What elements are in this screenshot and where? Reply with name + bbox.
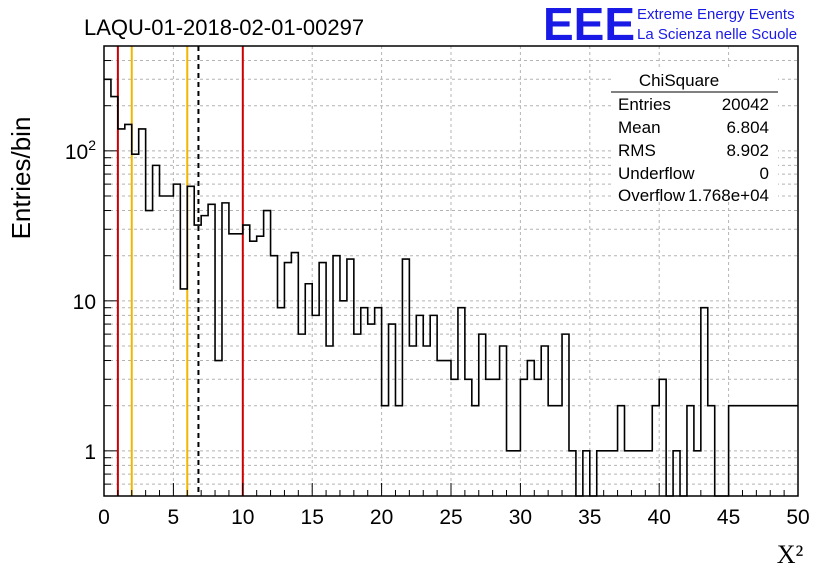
y-axis-title: Entries/bin — [6, 117, 36, 240]
stats-value-entries: 20042 — [722, 95, 769, 114]
x-tick-label: 50 — [786, 506, 809, 529]
histogram-line — [104, 78, 798, 497]
y-tick-label: 102 — [65, 137, 96, 164]
x-tick-label: 20 — [370, 506, 393, 529]
x-tick-label: 10 — [231, 506, 254, 529]
y-tick-label: 1 — [84, 441, 96, 464]
x-tick-label: 25 — [439, 506, 462, 529]
stats-box: ChiSquare Entries 20042 Mean 6.804 RMS 8… — [611, 70, 778, 205]
stats-value-overflow: 1.768e+04 — [688, 186, 769, 205]
x-tick-label: 35 — [578, 506, 601, 529]
stats-label-entries: Entries — [618, 95, 671, 114]
x-tick-label: 45 — [717, 506, 740, 529]
stats-label-rms: RMS — [618, 141, 656, 160]
x-tick-label: 0 — [98, 506, 110, 529]
stats-value-underflow: 0 — [760, 164, 769, 183]
stats-label-overflow: Overflow — [618, 186, 686, 205]
x-tick-label: 30 — [509, 506, 532, 529]
stats-name: ChiSquare — [639, 71, 719, 90]
x-tick-label: 5 — [168, 506, 180, 529]
stats-value-rms: 8.902 — [726, 141, 769, 160]
eee-logo: EEE Extreme Energy Events La Scienza nel… — [543, 0, 797, 50]
y-tick-label: 10 — [73, 291, 96, 314]
stats-label-underflow: Underflow — [618, 164, 695, 183]
run-title: LAQU-01-2018-02-01-00297 — [84, 15, 364, 40]
x-axis-title: X² — [777, 540, 804, 569]
x-tick-label: 15 — [301, 506, 324, 529]
stats-label-mean: Mean — [618, 118, 661, 137]
x-tick-label: 40 — [648, 506, 671, 529]
eee-logo-line2: La Scienza nelle Scuole — [637, 26, 797, 43]
eee-logo-line1: Extreme Energy Events — [637, 6, 795, 23]
stats-value-mean: 6.804 — [726, 118, 769, 137]
eee-logo-letters: EEE — [543, 0, 635, 50]
axis-ticks: 0 5 10 15 20 25 30 35 40 45 50 1 10 102 — [65, 60, 810, 529]
